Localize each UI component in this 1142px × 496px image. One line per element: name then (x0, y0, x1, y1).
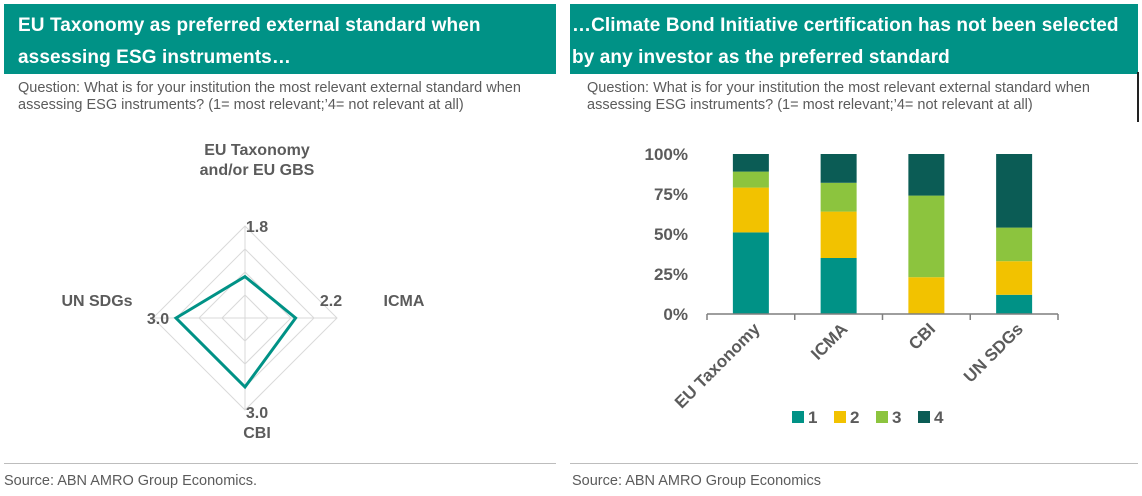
bar-segment (820, 182, 857, 212)
x-tick-label: EU Taxonomy (671, 319, 764, 412)
radar-axis-label: EU Taxonomy and/or EU GBS (200, 142, 315, 179)
x-tick-label: UN SDGs (960, 319, 1027, 386)
radar-axis-label-line: UN SDGs (61, 293, 132, 310)
legend-label: 2 (850, 408, 859, 427)
radar-axis-label-line: ICMA (384, 293, 425, 310)
radar-chart: 1.8 2.2 3.0 3.0 EU Taxonomy and/or EU GBS ICMA… (61, 142, 425, 442)
radar-series-line (173, 274, 298, 390)
right-source: Source: ABN AMRO Group Economics (572, 473, 822, 489)
bar-segment (996, 294, 1033, 314)
legend-swatch (918, 411, 930, 423)
bar-segment (820, 154, 857, 183)
y-tick-label: 0% (663, 305, 688, 324)
left-panel-question: Question: What is for your institution t… (18, 80, 521, 113)
left-panel: EU Taxonomy as preferred external standa… (0, 0, 556, 496)
radar-value-label: 3.0 (246, 405, 268, 422)
bar-segment (732, 154, 769, 172)
radar-axis-label-line: CBI (243, 425, 271, 442)
bar-segment (732, 232, 769, 314)
bar-segment (996, 154, 1033, 228)
right-panel-title: …Climate Bond Initiative certification h… (570, 4, 1138, 74)
bar-segment (820, 211, 857, 258)
left-divider (4, 463, 556, 464)
bar-segment (908, 195, 945, 278)
left-source: Source: ABN AMRO Group Economics. (4, 473, 258, 489)
left-panel-title: EU Taxonomy as preferred external standa… (4, 4, 556, 74)
radar-axis-label: CBI (243, 425, 271, 442)
bar-segment (732, 171, 769, 188)
bar-segment (908, 277, 945, 314)
right-divider (570, 463, 1138, 464)
y-tick-label: 25% (654, 265, 688, 284)
y-tick-label: 50% (654, 225, 688, 244)
bar-segment (732, 187, 769, 233)
legend-label: 4 (934, 408, 944, 427)
bar-segment (908, 154, 945, 196)
edge-marker (1137, 72, 1139, 122)
legend-swatch (876, 411, 888, 423)
x-tick-label: CBI (905, 319, 939, 353)
legend-label: 1 (808, 408, 817, 427)
radar-axis-label: ICMA (384, 293, 425, 310)
bar-segment (820, 258, 857, 314)
right-panel-question: Question: What is for your institution t… (587, 80, 1090, 113)
y-tick-label: 100% (645, 145, 688, 164)
radar-axis-label-line: EU Taxonomy (204, 142, 310, 159)
x-tick-label: ICMA (807, 319, 851, 363)
y-tick-label: 75% (654, 185, 688, 204)
legend-label: 3 (892, 408, 901, 427)
bar-segment (996, 227, 1033, 262)
right-panel: …Climate Bond Initiative certification h… (570, 0, 1142, 496)
radar-value-label: 3.0 (147, 311, 169, 328)
radar-value-label: 2.2 (320, 293, 342, 310)
legend-swatch (792, 411, 804, 423)
radar-axis-label-line: and/or EU GBS (200, 162, 315, 179)
bar-segment (996, 261, 1033, 295)
radar-axis-label: UN SDGs (61, 293, 132, 310)
radar-value-label: 1.8 (246, 219, 268, 236)
legend-swatch (834, 411, 846, 423)
stacked-bar-chart: 0% 25% 50% 75% 100% EU Taxonomy ICMA CBI UN SDGs… (645, 145, 1059, 427)
